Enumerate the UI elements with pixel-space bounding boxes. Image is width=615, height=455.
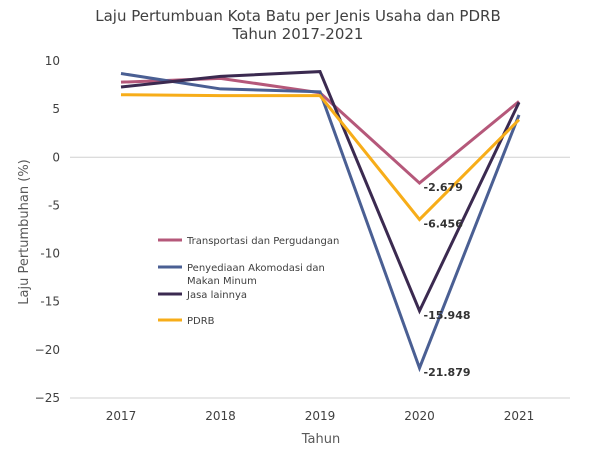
- y-tick-label: 5: [52, 102, 60, 116]
- chart-title-line2: Tahun 2017-2021: [232, 25, 364, 43]
- legend-item: PDRB: [158, 316, 215, 327]
- data-label: -6.456: [424, 217, 464, 230]
- data-label: -21.879: [424, 366, 471, 379]
- chart-title-line1: Laju Pertumbuan Kota Batu per Jenis Usah…: [95, 7, 500, 25]
- y-tick-label: −20: [35, 343, 60, 357]
- series-line-3: [120, 93, 521, 222]
- x-tick-labels: 2017 2018 2019 2020 2021: [106, 409, 535, 423]
- x-tick-label: 2021: [504, 409, 535, 423]
- legend-item: Jasa lainnya: [158, 290, 247, 301]
- legend-item: Penyediaan Akomodasi dan Makan Minum: [158, 263, 325, 287]
- y-tick-label: −25: [35, 391, 60, 405]
- x-tick-label: 2017: [106, 409, 137, 423]
- y-tick-label: -5: [48, 198, 60, 212]
- legend-label: Transportasi dan Pergudangan: [186, 236, 339, 247]
- series-line-1: [120, 72, 521, 373]
- x-axis-label: Tahun: [301, 432, 340, 447]
- x-tick-label: 2020: [404, 409, 435, 423]
- data-label: -2.679: [424, 181, 463, 194]
- y-tick-labels: 10 5 0 -5 -10 -15 −20 −25: [35, 54, 60, 405]
- legend-label: Penyediaan Akomodasi dan Makan Minum: [187, 263, 325, 287]
- y-tick-label: -10: [40, 247, 60, 261]
- series-lines: [120, 70, 521, 373]
- legend-label: Jasa lainnya: [186, 290, 247, 301]
- data-label: -15.948: [424, 309, 471, 322]
- y-tick-label: 0: [52, 150, 60, 164]
- y-tick-label: 10: [45, 54, 60, 68]
- legend: Transportasi dan Pergudangan Penyediaan A…: [158, 236, 339, 327]
- series-line-2: [120, 70, 521, 315]
- legend-label: PDRB: [187, 316, 215, 327]
- data-labels: -2.679 -6.456 -15.948 -21.879: [424, 181, 471, 379]
- y-tick-label: -15: [40, 295, 60, 309]
- legend-item: Transportasi dan Pergudangan: [158, 236, 339, 247]
- y-axis-label: Laju Pertumbuhan (%): [17, 159, 32, 304]
- x-tick-label: 2018: [205, 409, 236, 423]
- x-tick-label: 2019: [305, 409, 336, 423]
